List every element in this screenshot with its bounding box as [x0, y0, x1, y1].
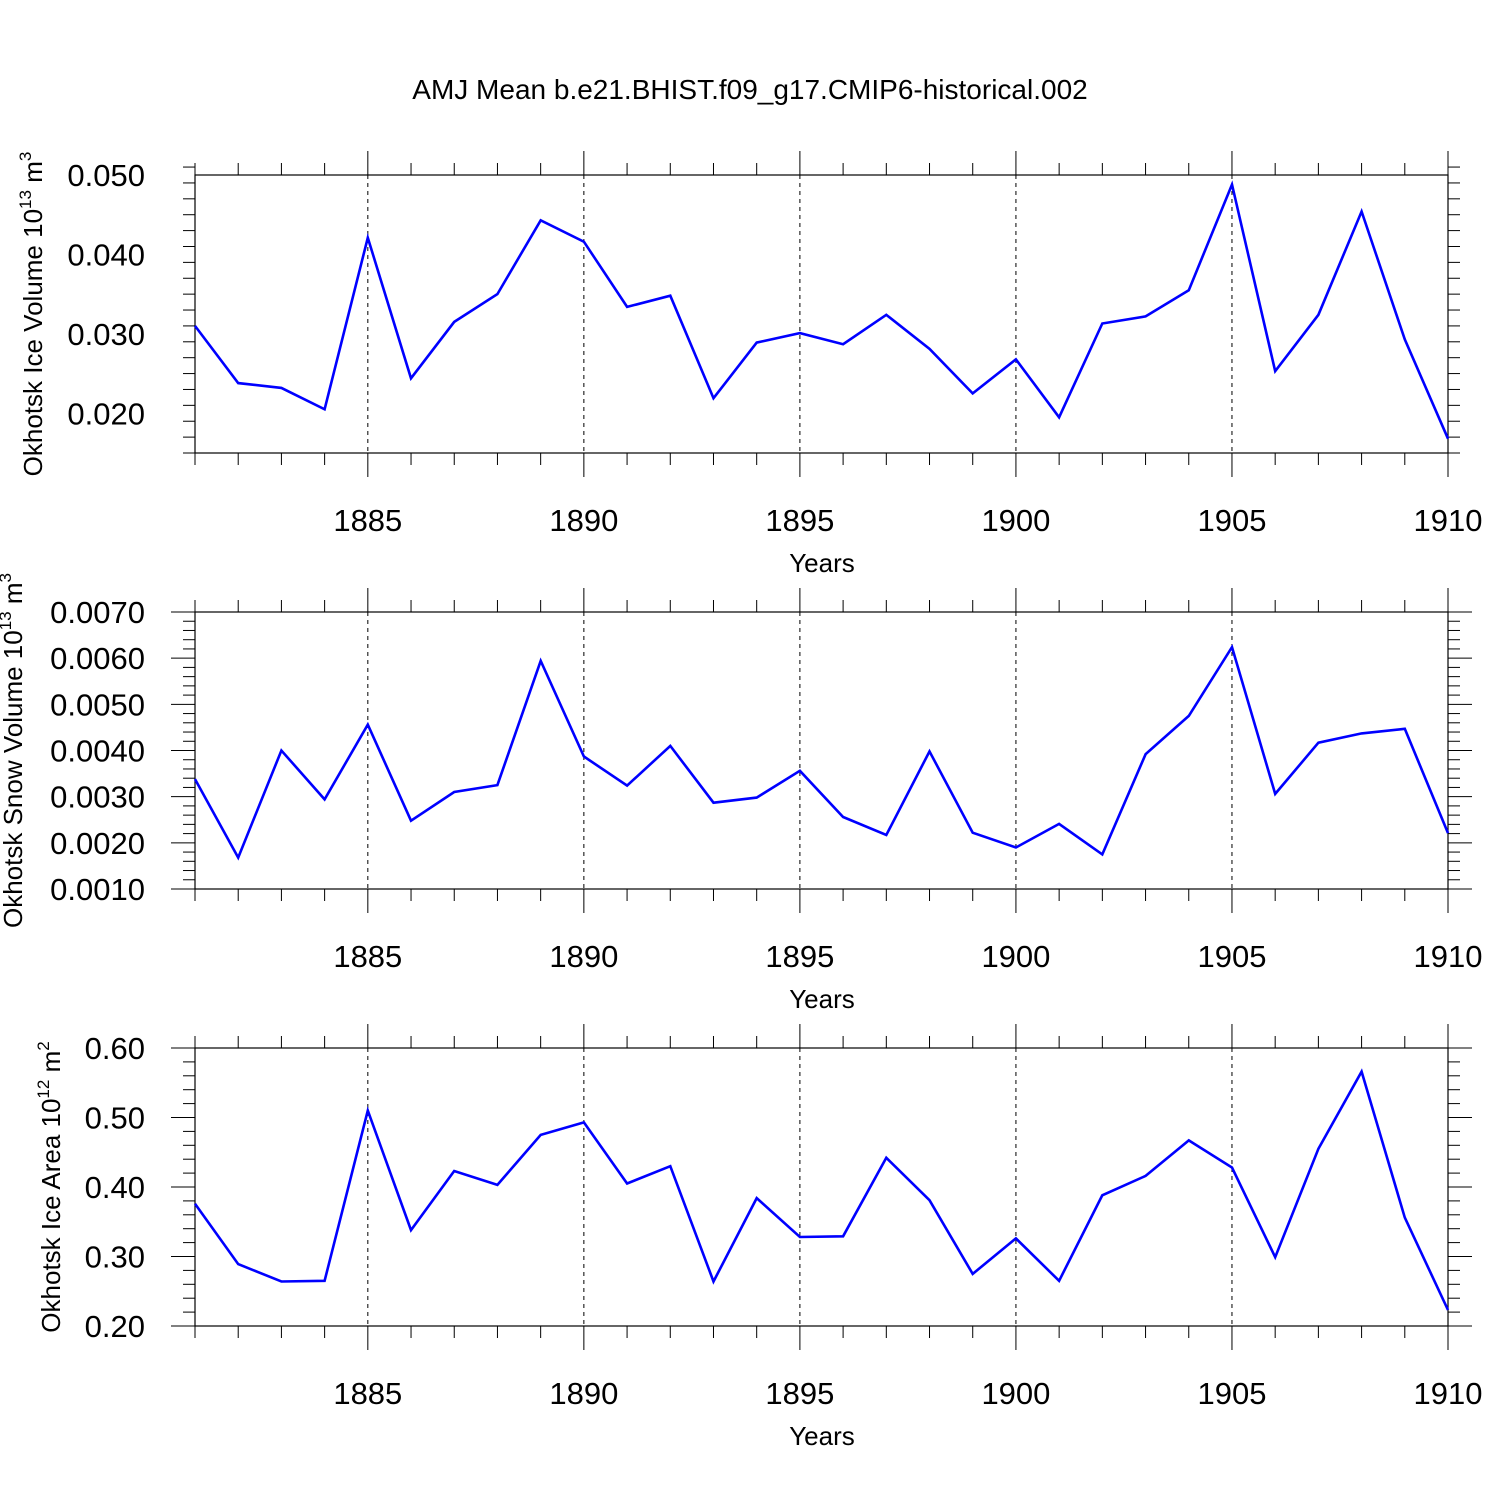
y-axis-label: Okhotsk Snow Volume 1013 m3 [0, 573, 28, 928]
y-tick-label: 0.050 [67, 158, 145, 193]
y-tick-label: 0.30 [85, 1240, 145, 1275]
series-line [193, 1068, 1450, 1311]
panel-3: 0.20 0.30 0.40 0.50 0.60 1885 1890 1895 1900 1905… [34, 1024, 1482, 1451]
x-tick-label: 1885 [333, 939, 402, 974]
x-axis-label: Years [789, 1421, 855, 1451]
x-tick-label: 1890 [549, 939, 618, 974]
x-tick-label: 1900 [981, 1376, 1050, 1411]
y-tick-label: 0.0070 [50, 595, 145, 630]
y-axis-label-unit-exponent: 3 [16, 152, 35, 161]
panel-1: 0.020 0.030 0.040 0.050 1885 1890 1895 1900 1905… [16, 151, 1482, 578]
y-tick-label: 0.030 [67, 317, 145, 352]
chart-panels: 0.020 0.030 0.040 0.050 1885 1890 1895 1900 1905… [0, 151, 1482, 1451]
y-tick-label: 0.0020 [50, 826, 145, 861]
y-tick-label: 0.60 [85, 1031, 145, 1066]
x-tick-label: 1895 [765, 503, 834, 538]
x-tick-label: 1900 [981, 503, 1050, 538]
plot-frame [194, 611, 1449, 890]
plot-frame [194, 1047, 1449, 1327]
y-tick-label: 0.40 [85, 1170, 145, 1205]
x-tick-label: 1885 [333, 503, 402, 538]
x-tick-label: 1910 [1414, 503, 1483, 538]
panel-2: 0.0010 0.0020 0.0030 0.0040 0.0050 0.0060 0.00… [0, 573, 1482, 1014]
y-axis-label-unit: m [0, 582, 28, 611]
y-axis-label-exponent: 13 [16, 190, 35, 209]
y-axis-label-unit: m [18, 161, 48, 190]
plot-frame [194, 174, 1449, 454]
x-tick-label: 1885 [333, 1376, 402, 1411]
chart-title: AMJ Mean b.e21.BHIST.f09_g17.CMIP6-histo… [412, 74, 1087, 105]
series-line [193, 180, 1450, 440]
y-axis-label-base: Okhotsk Ice Area 10 [36, 1099, 66, 1333]
y-tick-label: 0.0030 [50, 780, 145, 815]
x-tick-label: 1905 [1197, 1376, 1266, 1411]
y-axis-label-exponent: 12 [34, 1080, 53, 1099]
y-tick-label: 0.20 [85, 1309, 145, 1344]
y-tick-label: 0.50 [85, 1101, 145, 1136]
y-tick-label: 0.0010 [50, 872, 145, 907]
series-line [193, 643, 1450, 861]
y-axis-label-unit: m [36, 1051, 66, 1080]
y-tick-label: 0.040 [67, 237, 145, 272]
y-axis-label-base: Okhotsk Ice Volume 10 [18, 209, 48, 476]
y-tick-label: 0.0060 [50, 641, 145, 676]
x-axis-label: Years [789, 548, 855, 578]
y-tick-label: 0.020 [67, 396, 145, 431]
y-axis-label: Okhotsk Ice Area 1012 m2 [34, 1041, 66, 1332]
y-tick-label: 0.0050 [50, 687, 145, 722]
x-tick-label: 1895 [765, 939, 834, 974]
x-tick-label: 1900 [981, 939, 1050, 974]
x-tick-label: 1890 [549, 1376, 618, 1411]
x-tick-label: 1905 [1197, 503, 1266, 538]
y-axis-label-base: Okhotsk Snow Volume 10 [0, 630, 28, 928]
x-tick-label: 1890 [549, 503, 618, 538]
y-tick-label: 0.0040 [50, 734, 145, 769]
x-tick-label: 1905 [1197, 939, 1266, 974]
x-tick-label: 1910 [1414, 1376, 1483, 1411]
y-axis-label-exponent: 13 [0, 611, 15, 630]
y-axis-label-unit-exponent: 3 [0, 573, 15, 582]
x-tick-label: 1895 [765, 1376, 834, 1411]
y-axis-label-unit-exponent: 2 [34, 1041, 53, 1050]
y-axis-label: Okhotsk Ice Volume 1013 m3 [16, 152, 48, 477]
x-axis-label: Years [789, 984, 855, 1014]
x-tick-label: 1910 [1414, 939, 1483, 974]
